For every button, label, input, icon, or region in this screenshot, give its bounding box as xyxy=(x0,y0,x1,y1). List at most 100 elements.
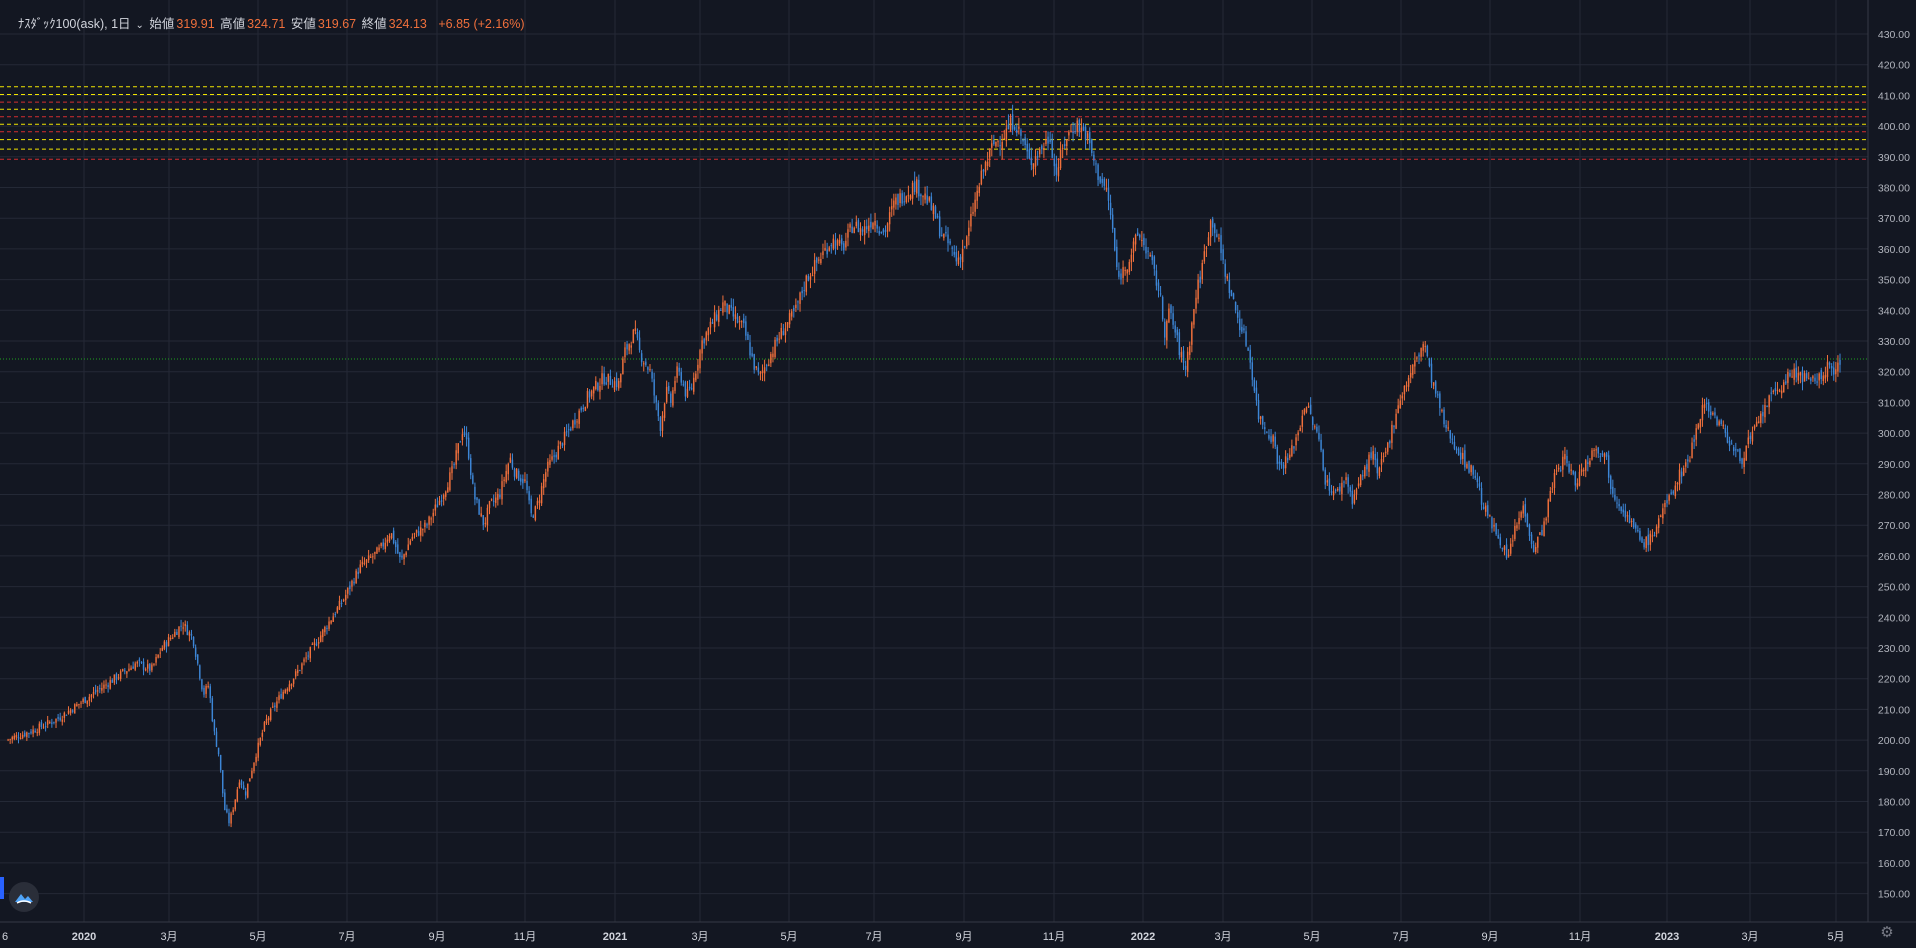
candle-body xyxy=(236,789,239,802)
candle-body xyxy=(1720,420,1722,425)
candle-body xyxy=(1582,469,1585,472)
candle-body xyxy=(782,331,785,336)
candle-body xyxy=(459,441,462,443)
candle-body xyxy=(215,731,218,747)
candle-body xyxy=(1359,475,1362,486)
candle-body xyxy=(317,642,320,644)
candle-body xyxy=(261,732,264,737)
candle-body xyxy=(269,709,272,720)
candle-body xyxy=(592,386,595,394)
candle-body xyxy=(1013,126,1016,130)
candle-body xyxy=(724,300,726,306)
candle-body xyxy=(1132,241,1135,253)
candle-body xyxy=(1668,495,1670,501)
candle-body xyxy=(411,536,414,540)
candle-body xyxy=(1672,491,1675,494)
candle-body xyxy=(1693,439,1695,442)
chevron-down-icon[interactable]: ⌄ xyxy=(135,20,144,31)
candle-body xyxy=(774,339,776,358)
candle-body xyxy=(1341,482,1343,495)
candle-body xyxy=(292,678,295,684)
candle-body xyxy=(420,527,422,536)
high-label: 高値 xyxy=(220,17,246,31)
candle-body xyxy=(461,434,464,441)
candle-body xyxy=(1618,504,1620,507)
candle-body xyxy=(115,673,118,680)
candle-body xyxy=(311,643,314,645)
candle-body xyxy=(1509,543,1512,554)
candle-body xyxy=(930,196,933,211)
candle-body xyxy=(1780,390,1783,394)
candle-body xyxy=(1357,483,1360,487)
candle-body xyxy=(1043,148,1045,150)
candle-body xyxy=(119,671,122,679)
candle-body xyxy=(968,227,970,237)
candle-body xyxy=(588,391,591,398)
candle-body xyxy=(586,390,589,407)
candle-body xyxy=(1230,290,1233,297)
left-panel-handle[interactable] xyxy=(0,877,4,899)
candle-body xyxy=(1526,514,1529,527)
candle-body xyxy=(1393,426,1395,428)
candle-body xyxy=(1080,127,1083,133)
candle-body xyxy=(11,737,13,740)
candle-body xyxy=(1422,344,1424,351)
candle-body xyxy=(878,231,880,234)
candle-body xyxy=(1770,392,1772,394)
candle-body xyxy=(1141,239,1143,241)
brand-mountain-icon[interactable] xyxy=(9,882,39,912)
candle-body xyxy=(780,327,783,339)
candle-body xyxy=(1203,251,1206,262)
candle-body xyxy=(617,380,620,389)
candle-body xyxy=(836,239,839,246)
time-tick-label: 9月 xyxy=(428,931,445,943)
candle-body xyxy=(69,709,72,713)
candle-body xyxy=(1464,450,1466,468)
price-tick-label: 330.00 xyxy=(1878,336,1910,348)
candle-body xyxy=(1374,453,1376,461)
candle-body xyxy=(795,304,797,309)
candle-body xyxy=(1214,224,1216,234)
candle-body xyxy=(1382,456,1385,458)
time-tick-label: 5月 xyxy=(780,931,797,943)
candle-body xyxy=(1512,540,1514,542)
candle-body xyxy=(726,303,728,313)
candle-body xyxy=(1295,437,1297,446)
candle-body xyxy=(734,314,737,319)
candle-body xyxy=(888,212,891,225)
candle-body xyxy=(1164,321,1166,338)
candle-body xyxy=(1284,456,1287,469)
candle-body xyxy=(1057,167,1060,177)
candle-body xyxy=(32,729,34,734)
candle-body xyxy=(353,581,355,584)
candle-body xyxy=(1655,526,1658,535)
candle-body xyxy=(790,311,793,317)
candle-body xyxy=(49,722,51,724)
candle-body xyxy=(313,642,316,645)
symbol-title[interactable]: ﾅｽﾀﾞｯｸ100(ask), 1日 xyxy=(18,17,131,31)
candle-body xyxy=(788,313,791,325)
candle-body xyxy=(61,719,63,722)
candle-body xyxy=(661,415,664,431)
candle-body xyxy=(624,347,626,358)
candle-body xyxy=(1808,378,1810,380)
candle-body xyxy=(1674,485,1677,497)
candle-body xyxy=(482,515,484,526)
candle-body xyxy=(730,305,732,308)
candle-body xyxy=(1470,465,1472,473)
candle-body xyxy=(1576,483,1579,488)
candle-body xyxy=(1109,202,1112,215)
candle-body xyxy=(1061,148,1064,150)
gear-icon[interactable]: ⚙ xyxy=(1880,924,1894,941)
candle-body xyxy=(1372,451,1374,460)
candle-body xyxy=(815,257,818,263)
candle-body xyxy=(476,497,478,501)
candle-body xyxy=(1716,416,1718,426)
candle-body xyxy=(242,785,245,790)
time-axis: 2020 3月 5月 7月 9月 11月 2021 3月 5月 7月 9月 11月 2022 3月 5月 7月… xyxy=(0,921,1916,943)
candle-body xyxy=(682,384,685,386)
candle-body xyxy=(1589,460,1591,465)
candle-body xyxy=(1553,473,1556,489)
candle-body xyxy=(1380,458,1383,465)
